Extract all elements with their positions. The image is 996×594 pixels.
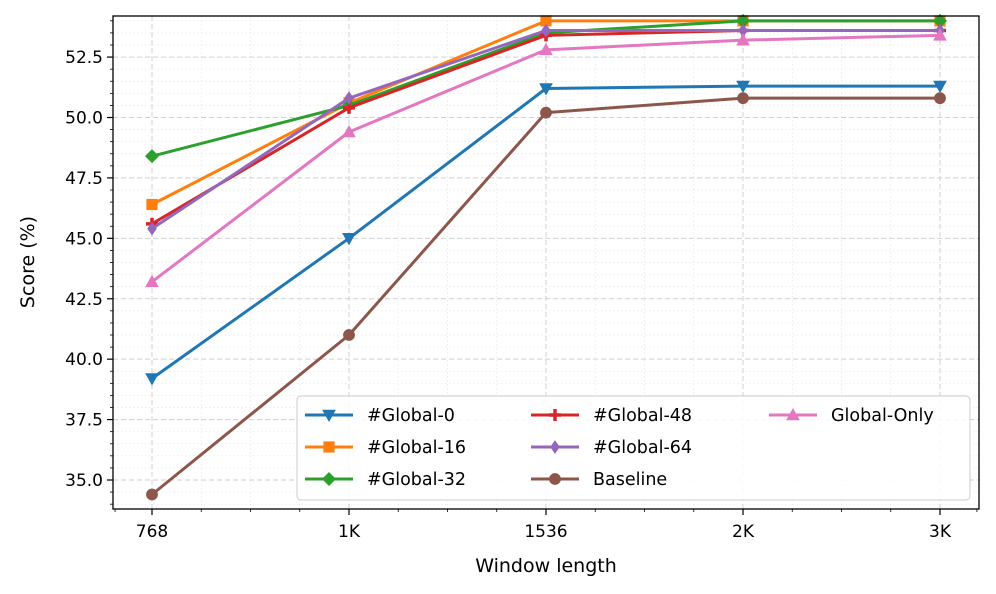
y-tick-label: 47.5 bbox=[65, 169, 103, 189]
x-tick-label: 1536 bbox=[524, 522, 567, 542]
data-point bbox=[344, 91, 354, 106]
y-tick-label: 50.0 bbox=[65, 109, 103, 129]
y-tick-label: 40.0 bbox=[65, 350, 103, 370]
data-point bbox=[539, 83, 553, 96]
legend-label: Baseline bbox=[593, 470, 667, 490]
legend-box bbox=[296, 395, 971, 501]
y-tick-label: 35.0 bbox=[65, 471, 103, 491]
x-tick-label: 1K bbox=[338, 522, 361, 542]
data-point bbox=[342, 233, 356, 246]
legend-label: #Global-48 bbox=[593, 406, 692, 426]
legend-marker bbox=[323, 441, 335, 453]
legend-entry: #Global-16 bbox=[305, 438, 466, 458]
legend-marker bbox=[786, 407, 800, 421]
y-axis-label: Score (%) bbox=[17, 216, 39, 308]
x-axis-label: Window length bbox=[475, 555, 617, 577]
legend-label: Global-Only bbox=[831, 406, 934, 426]
axis-ticks: 35.0 37.5 40.0 42.5 45.0 47.5 50.0 52.5 768 1K 153… bbox=[65, 20, 978, 542]
legend-marker bbox=[550, 440, 560, 454]
data-point bbox=[144, 149, 160, 164]
x-tick-label: 2K bbox=[732, 522, 755, 542]
data-point bbox=[934, 92, 946, 105]
data-point bbox=[539, 42, 553, 56]
data-point bbox=[146, 488, 158, 501]
x-tick-label: 3K bbox=[929, 522, 952, 542]
legend-entry: #Global-64 bbox=[531, 438, 692, 458]
legend-entry: #Global-0 bbox=[305, 406, 455, 426]
series-baseline bbox=[146, 92, 946, 501]
legend-entry: #Global-32 bbox=[305, 470, 466, 490]
data-point bbox=[737, 92, 749, 105]
data-point bbox=[343, 329, 355, 341]
legend-entry: Baseline bbox=[531, 470, 667, 490]
legend-marker bbox=[321, 471, 337, 487]
y-tick-label: 37.5 bbox=[65, 411, 103, 431]
data-point bbox=[541, 23, 551, 38]
y-tick-label: 52.5 bbox=[65, 48, 103, 68]
data-point bbox=[933, 80, 947, 94]
data-point bbox=[736, 33, 750, 46]
legend-marker bbox=[549, 473, 561, 485]
legend-label: #Global-64 bbox=[593, 438, 692, 458]
legend-entry: #Global-48 bbox=[531, 406, 692, 426]
data-point bbox=[736, 80, 750, 94]
legend: #Global-0 #Global-16 #Global-32 #Global-48 #… bbox=[296, 395, 971, 501]
data-point bbox=[147, 221, 157, 236]
legend-marker bbox=[549, 409, 561, 421]
data-point bbox=[145, 373, 159, 386]
legend-label: #Global-32 bbox=[367, 470, 466, 490]
legend-label: #Global-16 bbox=[367, 438, 466, 458]
data-point bbox=[342, 124, 356, 138]
data-point bbox=[145, 274, 159, 288]
data-point bbox=[146, 198, 158, 211]
y-tick-label: 45.0 bbox=[65, 229, 103, 249]
data-point bbox=[540, 106, 552, 119]
series-global-0 bbox=[145, 80, 947, 386]
legend-entry: Global-Only bbox=[769, 406, 934, 426]
series-lines bbox=[144, 13, 948, 501]
legend-label: #Global-0 bbox=[367, 406, 455, 426]
x-tick-label: 768 bbox=[136, 522, 168, 542]
y-tick-label: 42.5 bbox=[65, 290, 103, 310]
series-global-only bbox=[145, 28, 947, 288]
data-point bbox=[933, 28, 947, 41]
legend-marker bbox=[322, 409, 336, 423]
